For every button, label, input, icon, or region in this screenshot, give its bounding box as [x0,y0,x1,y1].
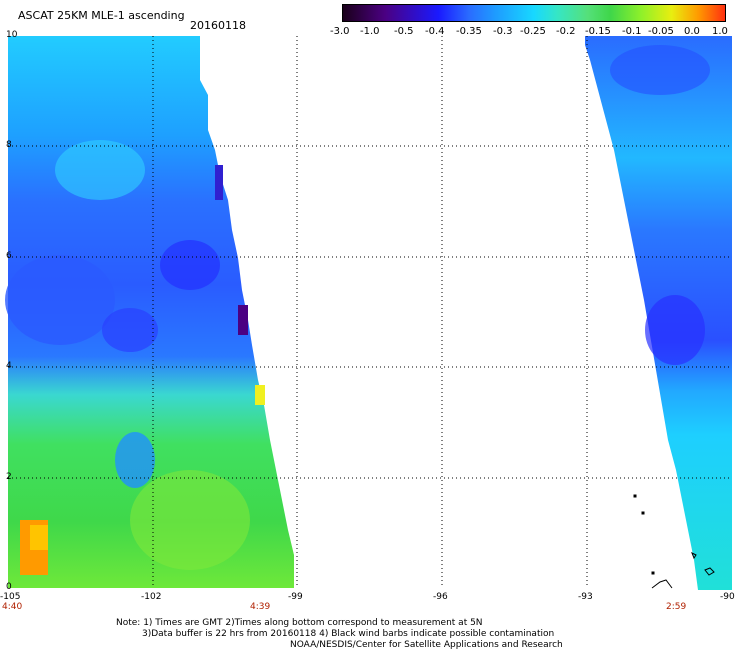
left-swath-detail [255,385,265,405]
x-tick-label: -99 [288,592,303,602]
note-line-1: Note: 1) Times are GMT 2)Times along bot… [116,618,483,628]
colorbar-label: -0.2 [556,26,576,37]
map-date: 20160118 [190,19,246,32]
colorbar-label: -0.05 [648,26,674,37]
map-title: ASCAT 25KM MLE-1 ascending [18,9,185,22]
colorbar-label: -0.35 [456,26,482,37]
y-tick-label: 8 [6,140,12,150]
time-label-right: 2:59 [666,602,687,612]
x-tick-label: -93 [578,592,593,602]
time-label-mid: 4:39 [250,602,271,612]
grid [8,36,732,588]
colorbar-label: 0.0 [684,26,700,37]
y-tick-label: 4 [6,361,12,371]
colorbar-label: -0.5 [394,26,414,37]
left-swath-detail [102,308,158,352]
colorbar-label: -1.0 [360,26,380,37]
note-line-2: 3)Data buffer is 22 hrs from 20160118 4)… [142,629,555,639]
left-swath-detail [238,305,248,335]
time-label-left: 4:40 [2,602,23,612]
y-tick-label: 0 [6,582,12,592]
colorbar-label: -0.1 [622,26,642,37]
x-tick-label: -102 [141,592,162,602]
x-tick-label: -90 [720,592,735,602]
left-swath-detail [5,255,115,345]
y-tick-label: 6 [6,251,12,261]
left-swath-detail [160,240,220,290]
colorbar-label: -0.3 [493,26,513,37]
y-tick-label: 2 [6,472,12,482]
colorbar-label: 1.0 [712,26,728,37]
x-tick-label: -96 [433,592,448,602]
colorbar-label: -3.0 [330,26,350,37]
right-swath-detail [610,45,710,95]
right-swath-detail [645,295,705,365]
left-swath-detail [55,140,145,200]
colorbar-label: -0.15 [585,26,611,37]
left-swath-detail [130,470,250,570]
colorbar-label: -0.4 [425,26,445,37]
x-tick-label: -105 [0,592,21,602]
colorbar [342,4,726,22]
coastline [633,494,715,589]
note-line-3: NOAA/NESDIS/Center for Satellite Applica… [290,640,563,650]
left-swath-detail [30,525,48,550]
y-tick-label: 10 [6,30,18,40]
colorbar-label: -0.25 [520,26,546,37]
left-swath-detail [115,432,155,488]
left-swath-detail [215,165,223,200]
